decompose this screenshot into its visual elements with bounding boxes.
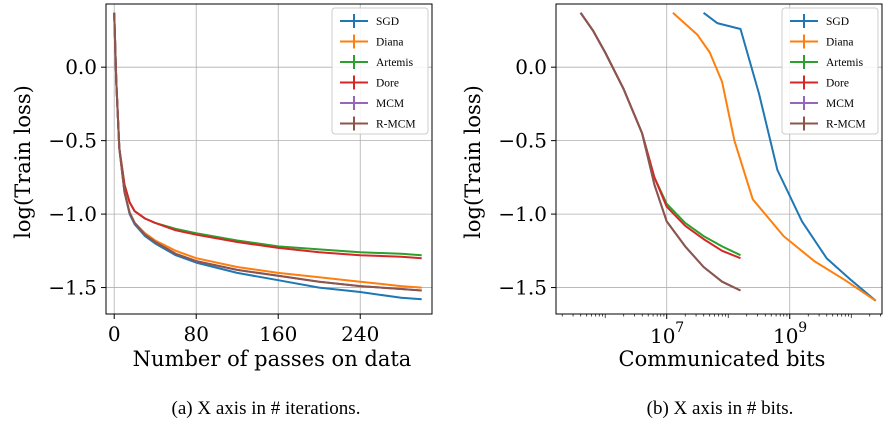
legend-label: Dore	[826, 78, 849, 90]
series-line-r-mcm	[579, 12, 741, 292]
x-tick-label: 80	[183, 322, 208, 346]
legend-label: SGD	[376, 16, 399, 28]
x-tick-exponent: 9	[798, 320, 807, 336]
legend-label: R-MCM	[376, 119, 416, 131]
series-line-r-mcm	[113, 12, 422, 292]
legend-label: Artemis	[826, 57, 864, 69]
legend: SGD Diana Artemis Dore MCM R-MCM	[331, 7, 429, 135]
plot-area-frame	[105, 3, 433, 315]
y-tick-label: 0.0	[65, 55, 97, 79]
series-line-mcm	[579, 12, 741, 292]
y-tick-label: −1.5	[48, 276, 97, 300]
legend-label: SGD	[826, 16, 849, 28]
legend-label: Artemis	[376, 57, 414, 69]
y-tick-label: −1.0	[498, 202, 547, 226]
legend-label: MCM	[826, 98, 854, 110]
series-line-artemis	[579, 12, 741, 257]
x-tick-label: 0	[108, 322, 121, 346]
x-tick-label: 10	[650, 324, 675, 348]
x-tick-label: 160	[259, 322, 297, 346]
axis-ticks: 0 80 160 240 0.0 −0.5 −1.0 −1.5	[48, 55, 379, 346]
x-tick-exponent: 7	[675, 320, 684, 336]
y-tick-label: −1.0	[48, 202, 97, 226]
axis-ticks: 10 7 10 90.0−0.5−1.0−1.5	[498, 55, 881, 348]
series-line-sgd	[702, 12, 877, 302]
x-axis-label: Number of passes on data	[133, 347, 412, 371]
y-tick-label: −0.5	[498, 129, 547, 153]
series-lines	[113, 12, 422, 301]
y-tick-label: 0.0	[515, 55, 547, 79]
chart-panel-iterations: 0 80 160 240 0.0 −0.5 −1.0 −1.5 SGD Diana Artemis…	[11, 3, 433, 419]
caption-a: (a) X axis in # iterations.	[172, 398, 361, 419]
y-axis-label: log(Train loss)	[11, 85, 35, 239]
legend-label: R-MCM	[826, 119, 866, 131]
legend-label: MCM	[376, 98, 404, 110]
y-tick-label: −1.5	[498, 276, 547, 300]
y-tick-label: −0.5	[48, 129, 97, 153]
x-tick-label: 240	[341, 322, 379, 346]
legend-label: Diana	[376, 37, 403, 49]
legend-label: Diana	[826, 37, 853, 49]
chart-panel-bits: 10 7 10 90.0−0.5−1.0−1.5 SGDDianaArtemisDor…	[461, 3, 883, 419]
series-lines	[579, 12, 877, 302]
legend-label: Dore	[376, 78, 399, 90]
series-line-diana	[672, 12, 877, 302]
caption-b: (b) X axis in # bits.	[647, 398, 794, 419]
y-axis-label: log(Train loss)	[461, 85, 485, 239]
x-axis-label: Communicated bits	[619, 347, 826, 371]
legend: SGD Diana Artemis Dore MCM R-MCM	[781, 7, 879, 135]
x-tick-label: 10	[773, 324, 798, 348]
